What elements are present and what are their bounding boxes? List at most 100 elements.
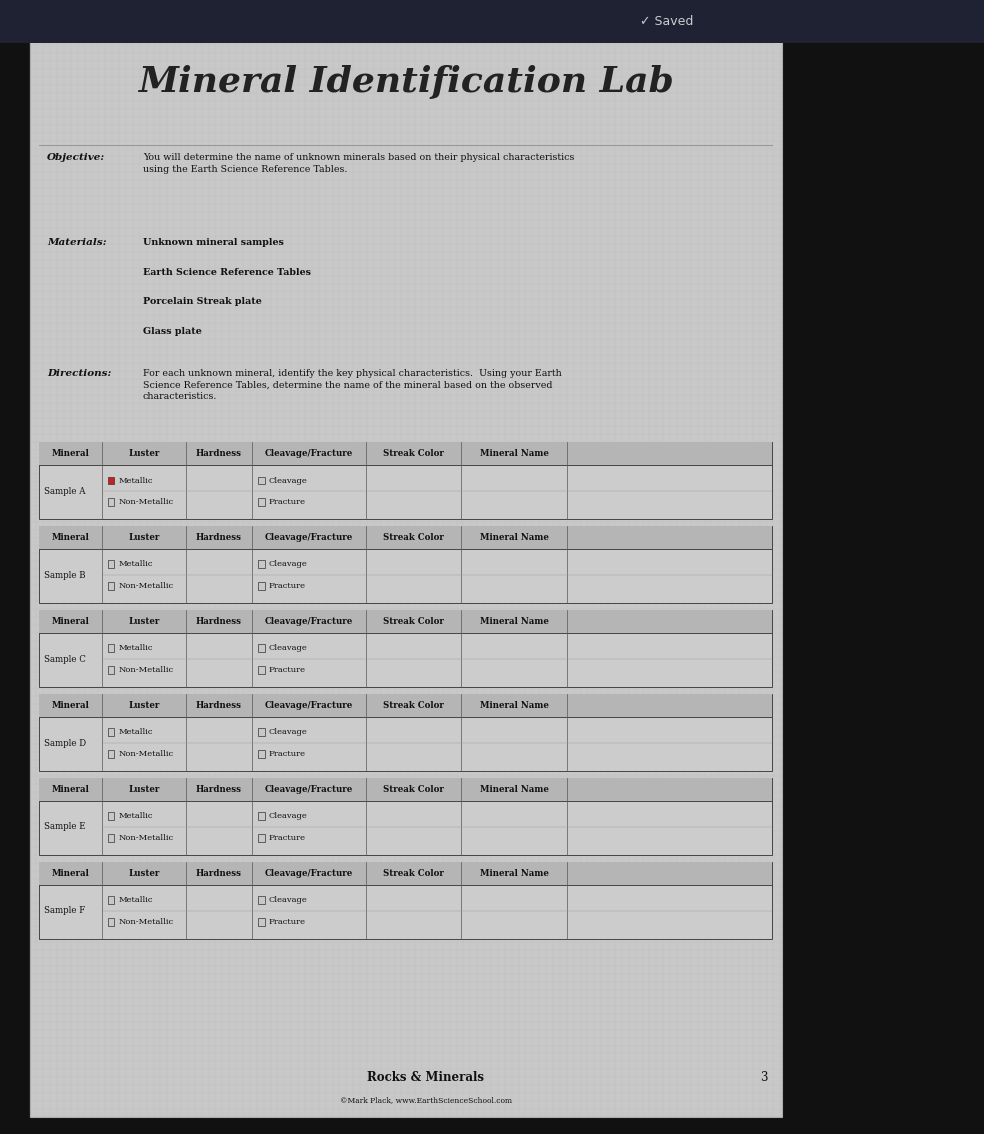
- FancyBboxPatch shape: [107, 476, 114, 484]
- Text: Luster: Luster: [128, 701, 159, 710]
- FancyBboxPatch shape: [258, 644, 265, 652]
- Text: Cleavage/Fracture: Cleavage/Fracture: [265, 617, 353, 626]
- Text: Streak Color: Streak Color: [383, 617, 444, 626]
- FancyBboxPatch shape: [258, 560, 265, 568]
- FancyBboxPatch shape: [258, 476, 265, 484]
- Text: Cleavage: Cleavage: [269, 896, 307, 904]
- Text: Sample D: Sample D: [44, 738, 87, 747]
- FancyBboxPatch shape: [258, 833, 265, 841]
- Text: Hardness: Hardness: [196, 617, 242, 626]
- FancyBboxPatch shape: [258, 582, 265, 590]
- Text: Mineral Name: Mineral Name: [479, 701, 548, 710]
- Text: Fracture: Fracture: [269, 582, 306, 590]
- Text: Cleavage: Cleavage: [269, 728, 307, 736]
- Text: Fracture: Fracture: [269, 833, 306, 841]
- Text: Fracture: Fracture: [269, 750, 306, 758]
- Text: Objective:: Objective:: [47, 153, 105, 162]
- Text: Non-Metallic: Non-Metallic: [118, 833, 173, 841]
- Text: Metallic: Metallic: [118, 560, 153, 568]
- Text: Sample A: Sample A: [44, 486, 86, 496]
- FancyBboxPatch shape: [39, 442, 772, 465]
- Text: Sample F: Sample F: [44, 906, 86, 915]
- Text: Streak Color: Streak Color: [383, 869, 444, 878]
- Text: Cleavage/Fracture: Cleavage/Fracture: [265, 785, 353, 794]
- Text: Non-Metallic: Non-Metallic: [118, 498, 173, 506]
- Text: Hardness: Hardness: [196, 701, 242, 710]
- Text: Cleavage/Fracture: Cleavage/Fracture: [265, 533, 353, 542]
- FancyBboxPatch shape: [258, 728, 265, 736]
- Text: Mineral Name: Mineral Name: [479, 617, 548, 626]
- Text: Directions:: Directions:: [47, 369, 111, 378]
- Text: Mineral: Mineral: [51, 533, 90, 542]
- Text: Fracture: Fracture: [269, 666, 306, 674]
- Text: Unknown mineral samples: Unknown mineral samples: [143, 238, 283, 247]
- Text: Cleavage/Fracture: Cleavage/Fracture: [265, 869, 353, 878]
- FancyBboxPatch shape: [0, 0, 984, 43]
- Text: Fracture: Fracture: [269, 498, 306, 506]
- FancyBboxPatch shape: [107, 896, 114, 904]
- Text: Luster: Luster: [128, 533, 159, 542]
- FancyBboxPatch shape: [39, 862, 772, 885]
- FancyBboxPatch shape: [107, 833, 114, 841]
- Text: Cleavage: Cleavage: [269, 560, 307, 568]
- Text: Mineral Identification Lab: Mineral Identification Lab: [138, 66, 674, 99]
- Text: Mineral: Mineral: [51, 617, 90, 626]
- Text: Metallic: Metallic: [118, 476, 153, 484]
- Text: Mineral Name: Mineral Name: [479, 869, 548, 878]
- Text: Hardness: Hardness: [196, 869, 242, 878]
- Text: Luster: Luster: [128, 785, 159, 794]
- Text: Mineral: Mineral: [51, 785, 90, 794]
- Text: Mineral: Mineral: [51, 449, 90, 458]
- Text: Fracture: Fracture: [269, 917, 306, 925]
- Text: Sample E: Sample E: [44, 822, 86, 831]
- FancyBboxPatch shape: [30, 28, 782, 1117]
- FancyBboxPatch shape: [39, 778, 772, 855]
- FancyBboxPatch shape: [107, 812, 114, 820]
- Text: Cleavage: Cleavage: [269, 476, 307, 484]
- FancyBboxPatch shape: [107, 582, 114, 590]
- Text: Luster: Luster: [128, 617, 159, 626]
- Text: Metallic: Metallic: [118, 728, 153, 736]
- FancyBboxPatch shape: [39, 610, 772, 687]
- FancyBboxPatch shape: [107, 644, 114, 652]
- Text: Metallic: Metallic: [118, 896, 153, 904]
- FancyBboxPatch shape: [258, 896, 265, 904]
- FancyBboxPatch shape: [107, 728, 114, 736]
- Text: You will determine the name of unknown minerals based on their physical characte: You will determine the name of unknown m…: [143, 153, 574, 174]
- Text: Non-Metallic: Non-Metallic: [118, 750, 173, 758]
- FancyBboxPatch shape: [39, 442, 772, 519]
- Text: Sample B: Sample B: [44, 570, 86, 579]
- FancyBboxPatch shape: [39, 526, 772, 549]
- FancyBboxPatch shape: [258, 666, 265, 674]
- Text: Cleavage/Fracture: Cleavage/Fracture: [265, 701, 353, 710]
- Text: 3: 3: [760, 1070, 768, 1084]
- Text: ✓ Saved: ✓ Saved: [640, 15, 693, 28]
- Text: Cleavage: Cleavage: [269, 644, 307, 652]
- Text: Streak Color: Streak Color: [383, 785, 444, 794]
- FancyBboxPatch shape: [39, 778, 772, 801]
- Text: Luster: Luster: [128, 869, 159, 878]
- Text: Streak Color: Streak Color: [383, 701, 444, 710]
- FancyBboxPatch shape: [39, 694, 772, 717]
- Text: Mineral Name: Mineral Name: [479, 533, 548, 542]
- Text: Mineral Name: Mineral Name: [479, 785, 548, 794]
- Text: For each unknown mineral, identify the key physical characteristics.  Using your: For each unknown mineral, identify the k…: [143, 369, 562, 401]
- FancyBboxPatch shape: [258, 917, 265, 925]
- Text: Hardness: Hardness: [196, 449, 242, 458]
- FancyBboxPatch shape: [107, 560, 114, 568]
- Text: Non-Metallic: Non-Metallic: [118, 917, 173, 925]
- Text: Rocks & Minerals: Rocks & Minerals: [367, 1070, 484, 1084]
- Text: Streak Color: Streak Color: [383, 533, 444, 542]
- Text: Mineral Name: Mineral Name: [479, 449, 548, 458]
- Text: Luster: Luster: [128, 449, 159, 458]
- Text: ©Mark Plack, www.EarthScienceSchool.com: ©Mark Plack, www.EarthScienceSchool.com: [339, 1095, 512, 1105]
- FancyBboxPatch shape: [258, 498, 265, 506]
- Text: Materials:: Materials:: [47, 238, 107, 247]
- Text: Mineral: Mineral: [51, 869, 90, 878]
- FancyBboxPatch shape: [39, 862, 772, 939]
- Text: Metallic: Metallic: [118, 812, 153, 820]
- Text: Non-Metallic: Non-Metallic: [118, 666, 173, 674]
- Text: Sample C: Sample C: [44, 654, 87, 663]
- Text: Hardness: Hardness: [196, 533, 242, 542]
- Text: Streak Color: Streak Color: [383, 449, 444, 458]
